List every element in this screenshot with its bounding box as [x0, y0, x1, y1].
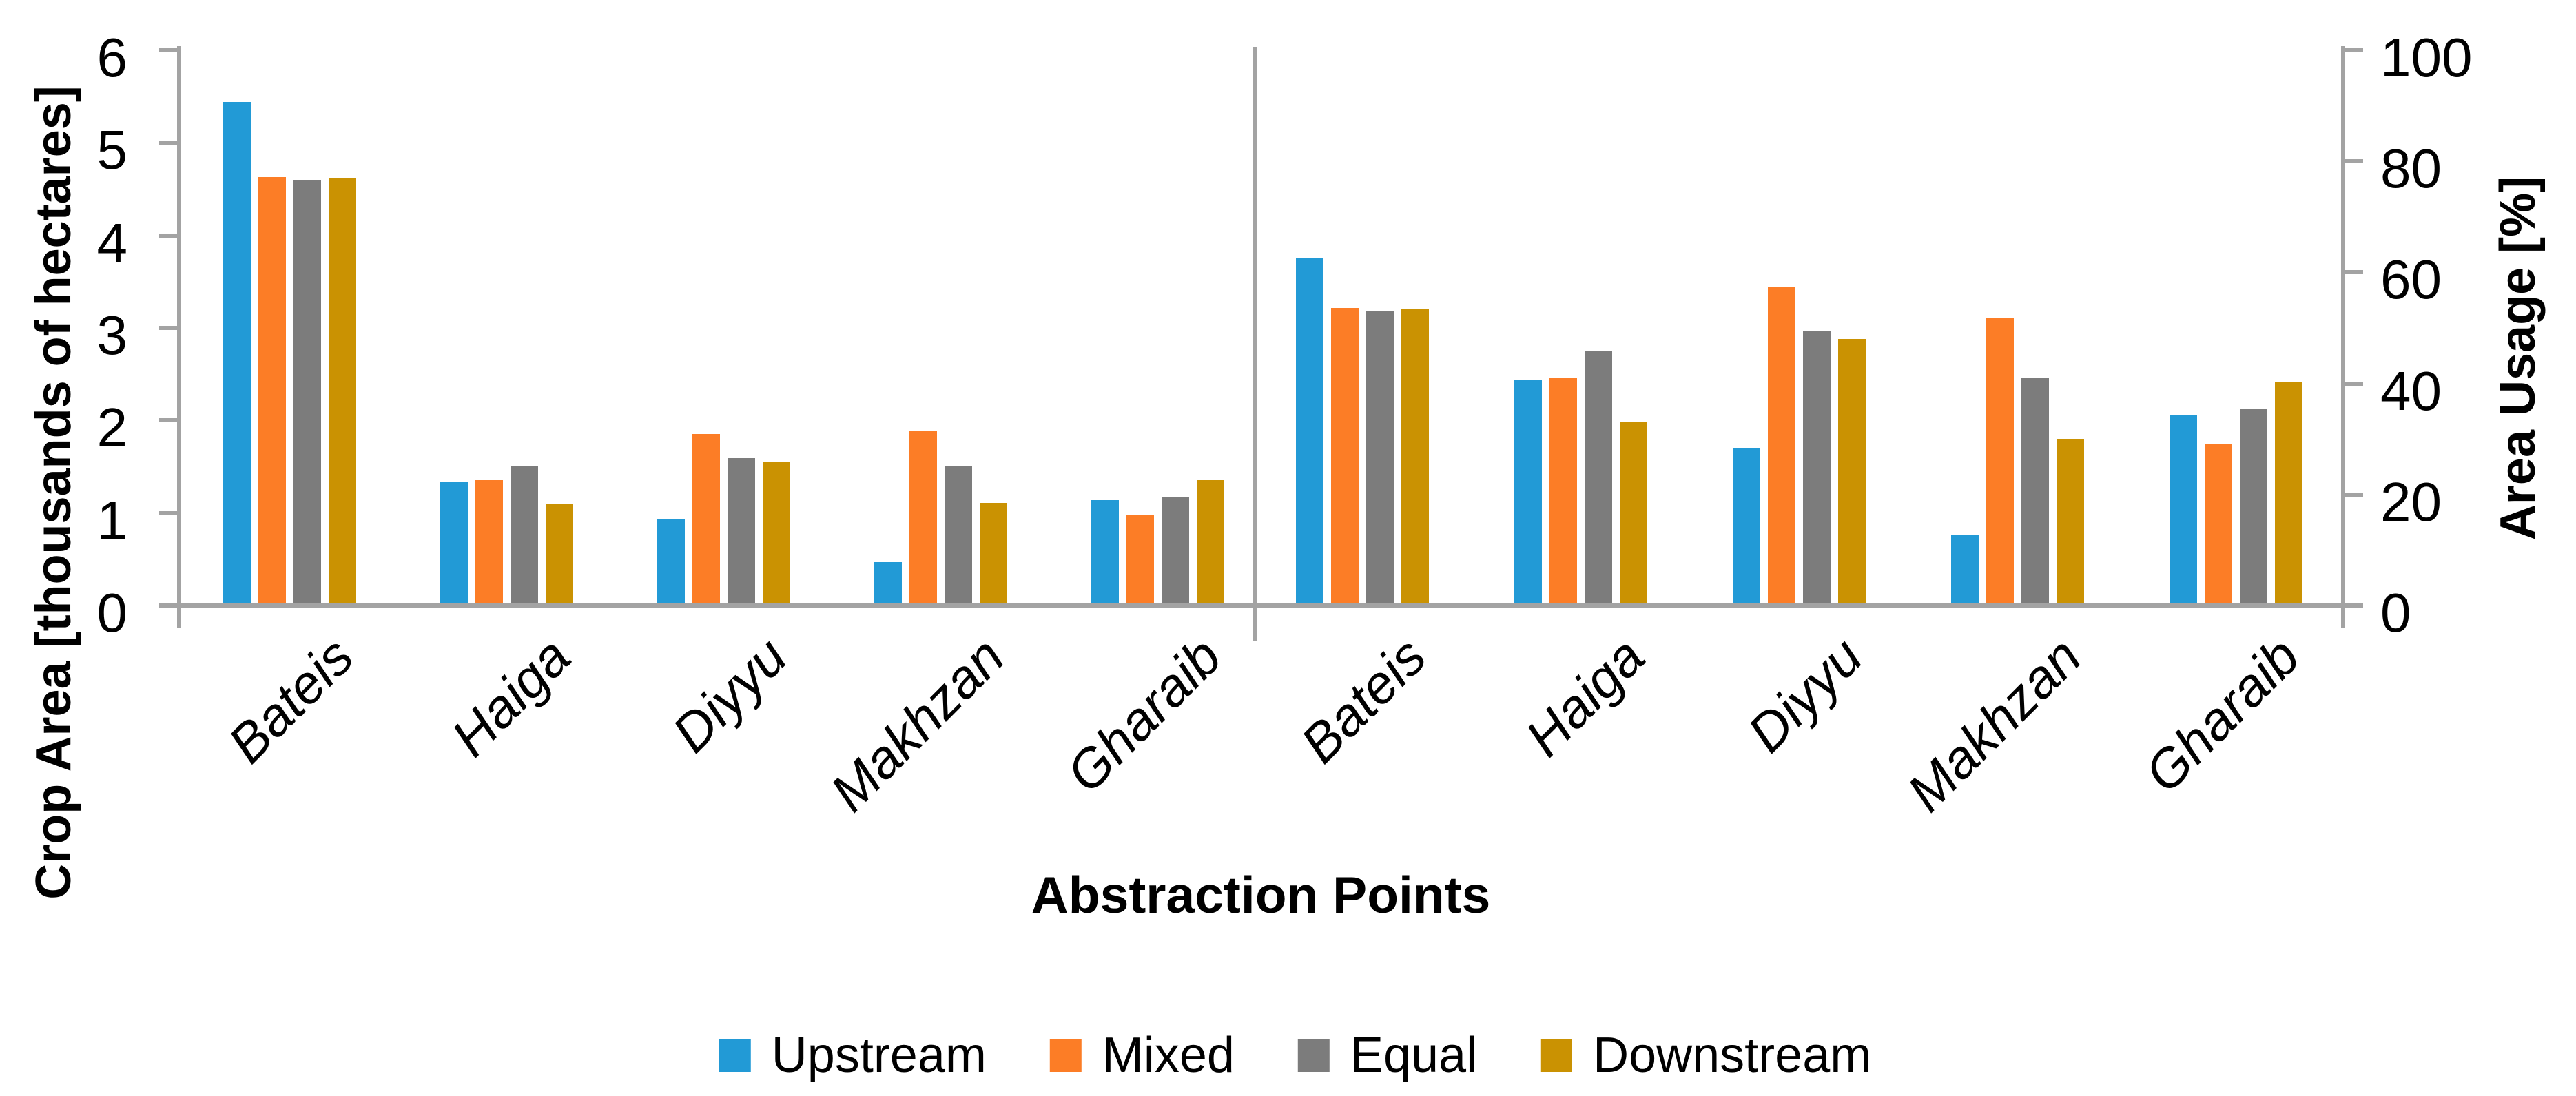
left-axis-tick-label: 5: [96, 119, 128, 181]
panel-divider-line: [1253, 47, 1257, 641]
bar-crop-area-diyyu-mixed: [692, 434, 720, 603]
left-y-axis-title: Crop Area [thousands of hectares]: [26, 85, 81, 900]
bar-area-usage-bateis-upstream: [1296, 258, 1323, 603]
category-label-crop-area-makhzan: Makhzan: [818, 625, 1016, 823]
bar-area-usage-haiga-equal: [1585, 351, 1612, 603]
legend-item-downstream: Downstream: [1541, 1031, 1871, 1080]
bar-area-usage-gharaib-mixed: [2205, 444, 2232, 603]
bar-crop-area-bateis-mixed: [258, 177, 286, 603]
right-axis-tick: [2345, 48, 2363, 52]
right-axis-tick-label: 80: [2380, 138, 2442, 200]
bar-area-usage-makhzan-mixed: [1986, 318, 2014, 603]
bar-crop-area-gharaib-equal: [1162, 497, 1189, 603]
left-axis-tick-label: 3: [96, 304, 128, 366]
bar-area-usage-gharaib-downstream: [2275, 382, 2302, 603]
right-axis-tick-label: 100: [2380, 27, 2473, 88]
right-axis-tick-label: 0: [2380, 582, 2411, 643]
left-axis-tick-label: 4: [96, 211, 128, 273]
bar-crop-area-makhzan-upstream: [874, 562, 902, 603]
bar-area-usage-bateis-mixed: [1331, 308, 1359, 603]
legend-swatch-equal: [1297, 1039, 1330, 1072]
category-label-crop-area-diyyu: Diyyu: [661, 625, 799, 764]
bar-area-usage-gharaib-equal: [2240, 409, 2267, 603]
left-axis-tick: [159, 418, 177, 423]
right-axis-tick-label: 20: [2380, 471, 2442, 533]
right-axis-tick-label: 60: [2380, 249, 2442, 311]
right-axis-tick: [2345, 159, 2363, 164]
bar-crop-area-bateis-equal: [293, 180, 321, 603]
right-y-axis-title: Area Usage [%]: [2491, 176, 2546, 541]
bar-area-usage-diyyu-upstream: [1733, 448, 1760, 603]
legend-item-mixed: Mixed: [1049, 1028, 1235, 1083]
bar-crop-area-haiga-mixed: [475, 480, 503, 603]
right-axis-tick-label: 40: [2380, 360, 2442, 422]
category-label-crop-area-bateis: Bateis: [216, 625, 365, 774]
bar-area-usage-haiga-mixed: [1549, 378, 1577, 603]
bar-area-usage-haiga-upstream: [1514, 380, 1542, 603]
bar-crop-area-makhzan-equal: [945, 466, 972, 603]
bar-crop-area-bateis-upstream: [223, 102, 251, 603]
bar-crop-area-haiga-equal: [511, 466, 538, 603]
bar-crop-area-bateis-downstream: [329, 178, 356, 603]
left-axis-tick: [159, 141, 177, 145]
right-axis-tick: [2345, 603, 2363, 608]
bar-crop-area-makhzan-mixed: [909, 431, 937, 603]
bar-area-usage-diyyu-downstream: [1838, 339, 1866, 603]
left-axis-tick: [159, 48, 177, 52]
x-axis-title: Abstraction Points: [1031, 866, 1491, 924]
bar-crop-area-diyyu-upstream: [657, 519, 685, 603]
left-y-axis-line: [177, 46, 181, 628]
left-axis-tick-label: 6: [96, 27, 128, 88]
category-label-area-usage-haiga: Haiga: [1513, 625, 1656, 768]
legend-label-mixed: Mixed: [1102, 1028, 1235, 1083]
legend-label-upstream: Upstream: [771, 1028, 987, 1083]
left-axis-tick: [159, 603, 177, 608]
bar-area-usage-makhzan-equal: [2021, 378, 2049, 603]
legend-label-downstream: Downstream: [1593, 1028, 1872, 1083]
right-axis-tick: [2345, 492, 2363, 497]
category-label-area-usage-gharaib: Gharaib: [2132, 625, 2311, 804]
bar-crop-area-gharaib-upstream: [1091, 500, 1119, 603]
left-axis-tick: [159, 233, 177, 238]
right-axis-tick: [2345, 270, 2363, 275]
bar-crop-area-haiga-downstream: [546, 504, 573, 603]
category-label-area-usage-bateis: Bateis: [1288, 625, 1438, 774]
left-axis-tick: [159, 326, 177, 330]
category-label-area-usage-diyyu: Diyyu: [1736, 625, 1875, 764]
legend-label-equal: Equal: [1350, 1028, 1478, 1083]
category-label-crop-area-gharaib: Gharaib: [1054, 625, 1233, 804]
bar-crop-area-makhzan-downstream: [980, 503, 1007, 603]
bar-area-usage-diyyu-mixed: [1768, 287, 1795, 603]
legend: Upstream Mixed Equal Downstream: [688, 1031, 1903, 1080]
bar-area-usage-haiga-downstream: [1620, 422, 1647, 603]
legend-swatch-mixed: [1049, 1039, 1082, 1072]
legend-swatch-upstream: [719, 1039, 751, 1072]
bar-crop-area-haiga-upstream: [440, 482, 468, 603]
x-axis-line: [177, 603, 2345, 608]
left-axis-tick-label: 2: [96, 397, 128, 459]
right-axis-tick: [2345, 381, 2363, 386]
left-axis-tick-label: 0: [96, 582, 128, 643]
legend-swatch-downstream: [1541, 1039, 1573, 1072]
bar-area-usage-bateis-downstream: [1401, 309, 1429, 603]
bar-crop-area-gharaib-mixed: [1126, 515, 1154, 603]
bar-crop-area-gharaib-downstream: [1197, 480, 1224, 603]
category-label-crop-area-haiga: Haiga: [439, 625, 582, 768]
bar-area-usage-diyyu-equal: [1803, 331, 1831, 603]
left-axis-tick-label: 1: [96, 489, 128, 551]
bar-area-usage-gharaib-upstream: [2170, 415, 2197, 603]
legend-item-upstream: Upstream: [719, 1031, 987, 1080]
bar-area-usage-bateis-equal: [1366, 311, 1394, 603]
bar-crop-area-diyyu-equal: [728, 458, 755, 603]
bar-area-usage-makhzan-upstream: [1951, 535, 1979, 603]
bar-crop-area-diyyu-downstream: [763, 462, 790, 603]
right-y-axis-line: [2341, 46, 2345, 628]
left-axis-tick: [159, 510, 177, 515]
category-label-area-usage-makhzan: Makhzan: [1895, 625, 2093, 823]
bar-area-usage-makhzan-downstream: [2057, 439, 2084, 603]
legend-item-equal: Equal: [1297, 1028, 1478, 1083]
